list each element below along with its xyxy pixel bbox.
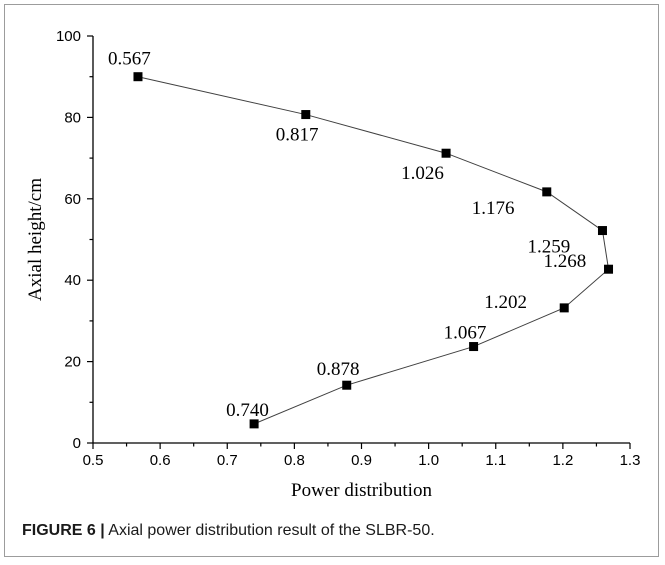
x-tick-label: 1.0 <box>418 452 439 469</box>
x-tick-label: 1.2 <box>552 452 573 469</box>
data-point-marker <box>342 380 352 390</box>
data-point-label: 0.817 <box>276 125 319 146</box>
figure-frame <box>4 4 659 557</box>
data-point-label: 1.259 <box>527 237 570 258</box>
data-point-marker <box>249 419 259 429</box>
data-point-label: 1.067 <box>444 323 487 344</box>
figure-number: FIGURE 6 | <box>22 522 105 539</box>
x-tick-label: 0.7 <box>217 452 238 469</box>
figure-caption: FIGURE 6 | Axial power distribution resu… <box>22 522 435 540</box>
y-axis-title: Axial height/cm <box>25 178 46 301</box>
data-point-label: 1.268 <box>544 251 587 272</box>
y-tick-label: 20 <box>64 354 81 371</box>
y-tick-label: 40 <box>64 272 81 289</box>
x-tick-label: 0.8 <box>284 452 305 469</box>
data-point-label: 0.567 <box>108 49 151 70</box>
x-tick-label: 0.9 <box>351 452 372 469</box>
data-point-label: 1.026 <box>401 163 444 184</box>
x-tick-label: 1.1 <box>485 452 506 469</box>
data-point-marker <box>133 72 143 82</box>
x-tick-label: 0.5 <box>83 452 104 469</box>
data-point-marker <box>597 226 607 236</box>
caption-text: Axial power distribution result of the S… <box>104 522 435 539</box>
data-point-marker <box>469 342 479 352</box>
x-tick-label: 1.3 <box>620 452 641 469</box>
series-axial-power <box>133 72 614 429</box>
data-point-label: 1.176 <box>472 198 515 219</box>
data-point-marker <box>441 148 451 158</box>
data-point-label: 1.202 <box>484 292 527 313</box>
data-point-label: 0.878 <box>317 359 360 380</box>
y-tick-label: 100 <box>56 28 81 45</box>
power-distribution-chart: 0.5 0.6 0.7 0.8 0.9 1.0 1.1 1.2 1.3020406080100 … <box>25 28 640 501</box>
series-line <box>137 76 610 425</box>
x-tick-label: 0.6 <box>150 452 171 469</box>
data-point-marker <box>301 110 311 120</box>
data-point-marker <box>604 264 614 274</box>
x-axis-title: Power distribution <box>291 480 432 501</box>
axes: 0.5 0.6 0.7 0.8 0.9 1.0 1.1 1.2 1.3 0 20 40 60 80 100 <box>56 28 640 469</box>
y-tick-label: 0 <box>73 435 81 452</box>
y-tick-label: 80 <box>64 109 81 126</box>
data-point-label: 0.740 <box>226 400 269 421</box>
y-tick-label: 60 <box>64 191 81 208</box>
data-point-marker <box>559 303 569 313</box>
data-point-marker <box>542 187 552 197</box>
